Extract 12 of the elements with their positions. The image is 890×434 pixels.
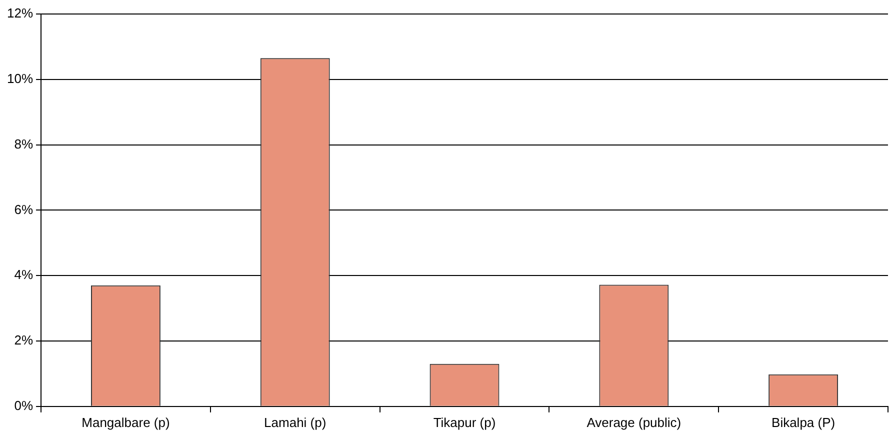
y-tick-label: 12% [6,6,34,21]
y-tick-label: 0% [14,398,34,413]
y-tick-label: 8% [14,136,34,152]
x-tick-label: Bikalpa (P) [772,414,836,430]
y-tick-label: 2% [14,332,34,348]
x-tick-label: Tikapur (p) [433,414,496,430]
x-tick-label: Lamahi (p) [264,414,326,430]
x-tick-label: Mangalbare (p) [82,414,170,430]
x-tick-label: Average (public) [586,414,682,430]
y-tick-label: 10% [6,70,34,86]
y-tick-label: 6% [14,202,34,217]
y-tick-label: 4% [14,267,34,282]
